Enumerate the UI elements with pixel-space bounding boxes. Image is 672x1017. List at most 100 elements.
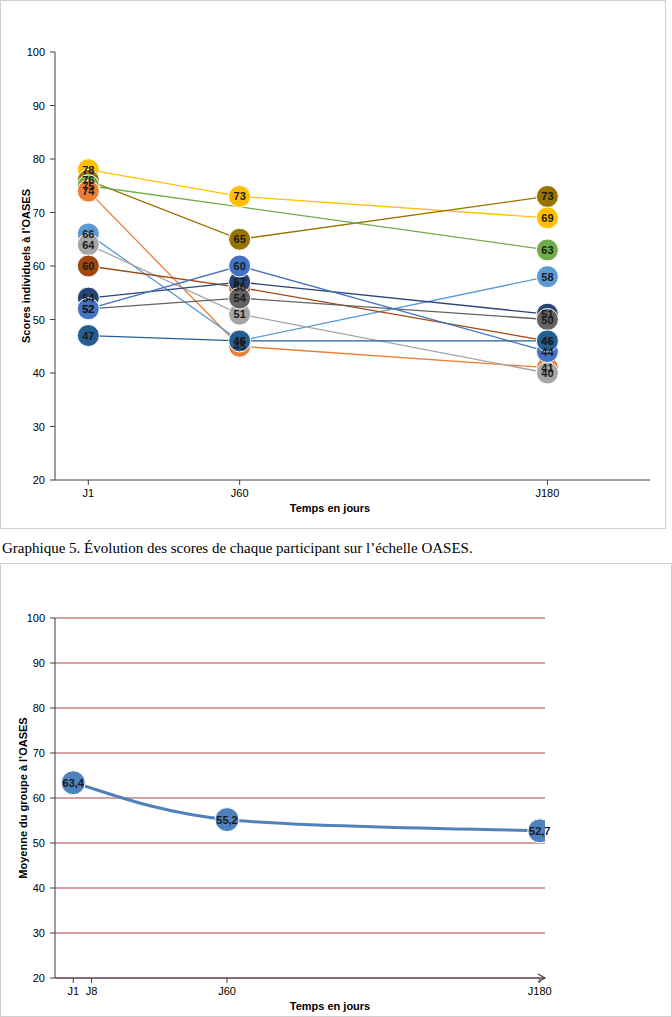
series-line [88,336,547,341]
grid-line [55,888,545,889]
grid-line [55,663,545,664]
data-point [229,255,251,277]
y-tick-label: 70 [33,747,45,759]
y-tick [50,753,55,754]
x-axis [55,978,545,979]
y-axis-title: Moyenne du groupe à l’OASES [17,717,29,878]
data-label: 69 [541,212,553,224]
data-point [229,330,251,352]
series-line [88,266,547,352]
data-point [536,362,558,384]
data-label: 64 [82,239,95,251]
y-tick [50,663,55,664]
x-tick [73,978,74,983]
x-tick-label: J180 [528,985,552,997]
series-line [88,245,547,373]
y-tick-label: 40 [33,367,45,379]
y-tick [50,52,55,53]
x-tick-label: J1 [67,985,79,997]
data-label: 50 [541,314,553,326]
x-tick [239,480,240,485]
data-point [229,330,251,352]
y-tick-label: 80 [33,702,45,714]
data-label: 52,7 [529,825,550,837]
x-tick [88,480,89,485]
data-label: 73 [541,190,553,202]
data-label: 63,4 [63,777,85,789]
data-point [528,819,545,843]
series-line [88,180,547,239]
grid-line [55,708,545,709]
y-tick-label: 60 [33,792,45,804]
x-tick-label: J1 [83,487,95,499]
y-tick-label: 50 [33,314,45,326]
y-tick [50,105,55,106]
data-label: 46 [541,335,553,347]
y-tick [50,978,55,979]
series-markers [61,771,545,843]
y-tick-label: 90 [33,100,45,112]
y-tick-label: 90 [33,657,45,669]
y-tick [50,480,55,481]
series-line [88,170,547,218]
y-tick-label: 30 [33,421,45,433]
y-axis-title: Scores individuels à l’OASES [20,189,32,343]
data-point [536,185,558,207]
data-point [77,325,99,347]
y-tick-label: 80 [33,153,45,165]
series-line [88,282,547,314]
data-label: 60 [234,260,246,272]
x-tick [227,978,228,983]
y-tick [50,843,55,844]
series-lines [88,170,547,373]
data-label: 51 [234,308,246,320]
x-tick [91,978,92,983]
series-line [88,266,547,341]
chart-frame [1,564,672,1017]
y-tick [50,708,55,709]
series-lines [73,783,540,831]
data-label: 46 [541,335,553,347]
y-tick [50,618,55,619]
grid-line [55,933,545,934]
y-tick-label: 100 [27,46,45,58]
chart: 2030405060708090100J1J8J60J180Temps en j… [1,564,672,1017]
data-label: 73 [234,190,246,202]
data-point [229,228,251,250]
y-tick [50,319,55,320]
chart: 2030405060708090100J1J60J180Temps en jou… [1,1,666,529]
series-line [88,191,547,368]
data-label: 40 [541,367,553,379]
y-tick-label: 60 [33,260,45,272]
caption: Graphique 5. Évolution des scores de cha… [2,540,473,556]
series-line [88,186,547,250]
data-point [77,180,99,202]
grid-line [55,753,545,754]
x-tick [539,978,540,983]
y-tick-label: 20 [33,972,45,984]
x-axis [55,480,650,481]
x-axis-title: Temps en jours [290,502,370,514]
data-point [61,771,85,795]
data-point [77,255,99,277]
data-label: 65 [234,233,246,245]
data-label: 52 [82,303,94,315]
page: 2030405060708090100J1J60J180Temps en jou… [0,0,672,1017]
data-label: 46 [234,335,246,347]
y-tick-label: 30 [33,927,45,939]
data-label: 55,2 [216,814,237,826]
data-labels: 63,4 55,2 52,7 [63,777,551,837]
series-markers [77,159,558,384]
axis-arrow [538,974,545,982]
data-label: 58 [541,271,553,283]
x-tick-label: J60 [218,985,236,997]
data-label: 74 [82,185,95,197]
data-label: 46 [234,335,246,347]
x-tick [547,480,548,485]
data-labels: 7873697665737563744541664658645140605646… [82,164,554,379]
grid-line [55,978,545,979]
data-point [536,239,558,261]
y-tick [50,933,55,934]
data-point [229,185,251,207]
series-line [73,783,540,831]
